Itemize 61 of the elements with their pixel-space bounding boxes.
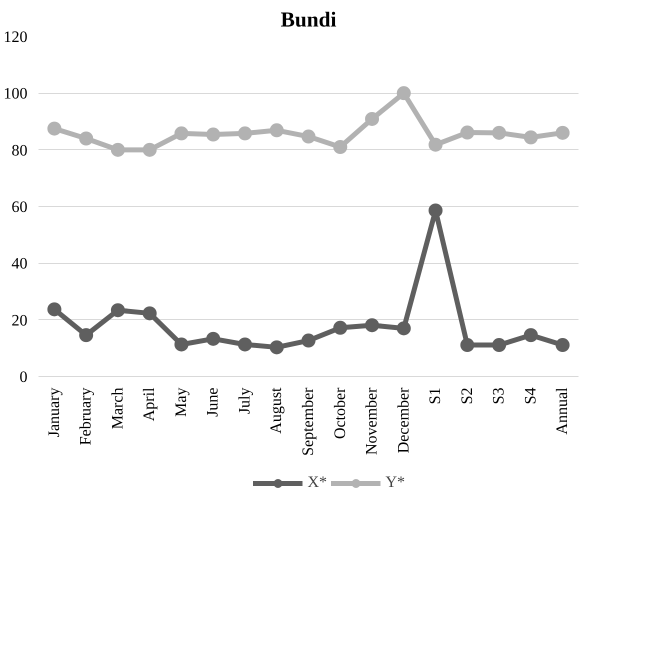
x-tick-label: September (300, 386, 317, 456)
point (396, 321, 411, 336)
point (79, 328, 94, 342)
legend-label: X* (308, 474, 328, 492)
x-tick-label: S3 (490, 387, 508, 404)
point (174, 337, 188, 352)
x-tick-label: S2 (458, 387, 476, 404)
y-tick-label: 120 (4, 29, 28, 46)
point (47, 122, 62, 136)
x-tick-label: Annual (554, 386, 572, 435)
point (365, 318, 380, 332)
point (238, 337, 252, 352)
point (333, 320, 348, 335)
point (492, 338, 506, 352)
point (302, 334, 316, 348)
x-tick-label: July (236, 388, 254, 414)
y-tick-label: 80 (12, 142, 28, 160)
point (79, 132, 94, 146)
x-tick-label: February (78, 387, 95, 446)
point (333, 140, 348, 154)
point (492, 126, 506, 140)
x-tick-label: August (268, 386, 286, 434)
point (460, 338, 474, 352)
point (206, 128, 220, 142)
point (302, 130, 316, 144)
point (142, 142, 157, 157)
point (556, 338, 570, 352)
x-tick-label: October (332, 386, 349, 440)
x-tick-label: April (141, 386, 158, 422)
x-tick-label: December (395, 386, 412, 454)
legend-label: Y* (386, 474, 406, 492)
y-tick-label: 40 (12, 256, 28, 273)
point (238, 126, 252, 140)
point (428, 138, 443, 152)
point (47, 302, 62, 316)
point (524, 130, 538, 144)
x-tick-label: June (204, 388, 222, 417)
x-tick-label: May (172, 388, 190, 417)
point (174, 126, 188, 140)
point (270, 340, 284, 354)
point (142, 306, 157, 320)
point (365, 112, 380, 126)
point (460, 126, 474, 140)
point (396, 86, 411, 100)
x-tick-label: January (46, 387, 63, 438)
point (556, 126, 570, 140)
y-tick-label: 60 (12, 199, 28, 216)
x-tick-label: S1 (427, 387, 444, 404)
x-tick-label: November (364, 386, 381, 456)
chart-title: Bundi (280, 8, 336, 32)
x-tick-label: S4 (522, 387, 540, 404)
y-tick-label: 0 (20, 369, 28, 386)
point (428, 203, 443, 218)
y-tick-label: 100 (4, 86, 28, 103)
point (206, 332, 220, 346)
y-tick-label: 20 (12, 312, 28, 330)
x-tick-label: March (109, 387, 126, 430)
point (110, 142, 125, 157)
point (270, 123, 284, 138)
point (110, 303, 125, 318)
point (524, 328, 538, 342)
